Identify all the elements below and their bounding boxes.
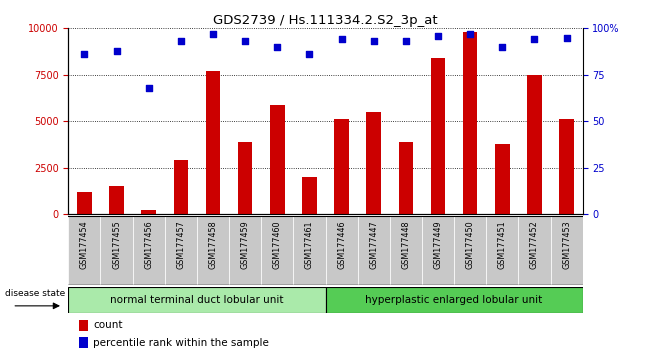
Point: [111, 48, 122, 53]
Point: [337, 37, 347, 42]
Bar: [165, 216, 197, 285]
Text: GSM177452: GSM177452: [530, 220, 539, 269]
Bar: [422, 216, 454, 285]
Point: [561, 35, 572, 40]
Text: GSM177454: GSM177454: [80, 220, 89, 269]
Text: GSM177449: GSM177449: [434, 220, 443, 269]
Point: [465, 31, 475, 37]
Text: GSM177460: GSM177460: [273, 220, 282, 269]
Bar: [527, 75, 542, 214]
Text: GSM177453: GSM177453: [562, 220, 571, 269]
Bar: [367, 112, 381, 214]
Bar: [518, 216, 551, 285]
Bar: [294, 216, 326, 285]
Bar: [68, 216, 100, 285]
Bar: [390, 216, 422, 285]
Text: GSM177461: GSM177461: [305, 220, 314, 269]
Point: [240, 39, 251, 44]
Text: disease state: disease state: [5, 289, 66, 298]
Point: [368, 39, 379, 44]
Point: [497, 44, 508, 50]
Point: [433, 33, 443, 39]
Text: GSM177459: GSM177459: [241, 220, 249, 269]
Point: [176, 39, 186, 44]
Bar: [141, 210, 156, 214]
Bar: [326, 216, 357, 285]
Bar: [454, 216, 486, 285]
Bar: [229, 216, 261, 285]
Point: [400, 39, 411, 44]
Point: [304, 51, 314, 57]
Bar: [79, 337, 88, 348]
Text: GSM177447: GSM177447: [369, 220, 378, 269]
Text: count: count: [93, 320, 122, 330]
Text: GSM177456: GSM177456: [145, 220, 153, 269]
Bar: [335, 119, 349, 214]
Bar: [79, 320, 88, 331]
Bar: [206, 71, 220, 214]
Text: GSM177455: GSM177455: [112, 220, 121, 269]
Text: GSM177458: GSM177458: [208, 220, 217, 269]
Bar: [559, 119, 574, 214]
Bar: [133, 216, 165, 285]
Bar: [174, 160, 188, 214]
Text: normal terminal duct lobular unit: normal terminal duct lobular unit: [110, 295, 284, 305]
Bar: [302, 177, 316, 214]
Bar: [486, 216, 518, 285]
Bar: [463, 32, 477, 214]
Bar: [431, 58, 445, 214]
Text: GSM177446: GSM177446: [337, 220, 346, 269]
Bar: [197, 216, 229, 285]
Bar: [238, 142, 253, 214]
Bar: [551, 216, 583, 285]
Bar: [109, 186, 124, 214]
Bar: [100, 216, 133, 285]
Title: GDS2739 / Hs.111334.2.S2_3p_at: GDS2739 / Hs.111334.2.S2_3p_at: [213, 14, 438, 27]
Text: GSM177450: GSM177450: [465, 220, 475, 269]
Bar: [495, 143, 510, 214]
Bar: [357, 216, 390, 285]
Point: [529, 37, 540, 42]
Point: [79, 51, 90, 57]
Text: GSM177448: GSM177448: [402, 220, 410, 269]
Bar: [68, 287, 326, 313]
Text: hyperplastic enlarged lobular unit: hyperplastic enlarged lobular unit: [365, 295, 543, 305]
Bar: [261, 216, 294, 285]
Text: percentile rank within the sample: percentile rank within the sample: [93, 338, 269, 348]
Bar: [398, 142, 413, 214]
Point: [143, 85, 154, 91]
Text: GSM177457: GSM177457: [176, 220, 186, 269]
Text: GSM177451: GSM177451: [498, 220, 506, 269]
Bar: [270, 104, 284, 214]
Point: [208, 31, 218, 37]
Bar: [77, 192, 92, 214]
Point: [272, 44, 283, 50]
Bar: [326, 287, 583, 313]
